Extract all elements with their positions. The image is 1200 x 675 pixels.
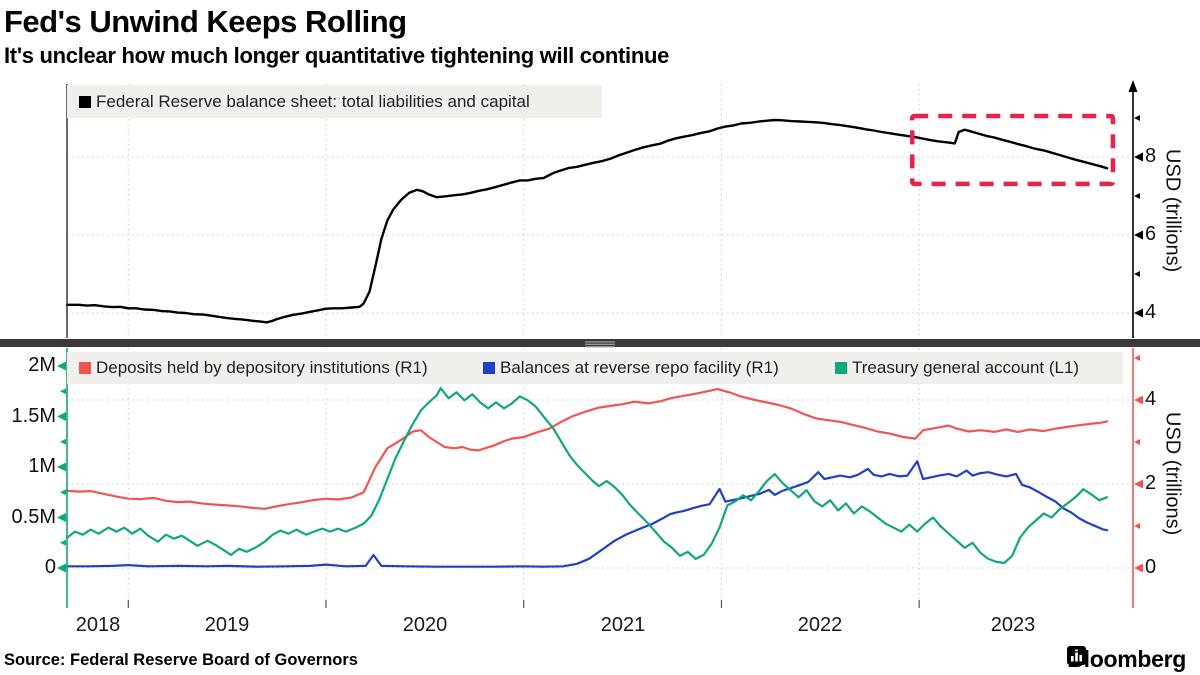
- axis-tick-label: 8: [1145, 145, 1157, 167]
- axis-tick-label: 2: [1145, 472, 1157, 494]
- axis-tick-label: 0.5M: [11, 505, 56, 528]
- qt-highlight-box: [909, 113, 1116, 187]
- legend-label: Treasury general account (L1): [852, 358, 1080, 377]
- axis-tick-label: 4: [1145, 301, 1157, 323]
- divider-grip-icon: [585, 341, 615, 343]
- axis-tick-label: 0: [44, 556, 56, 578]
- source-note: Source: Federal Reserve Board of Governo…: [4, 651, 358, 669]
- legend-swatch-icon: [835, 362, 847, 374]
- axis-tick-label: 0: [1145, 556, 1157, 578]
- legend-label: Deposits held by depository institutions…: [96, 358, 428, 377]
- axis-tick-label: 1M: [28, 455, 56, 477]
- series-line: [65, 388, 1109, 510]
- legend-item: Balances at reverse repo facility (R1): [483, 352, 779, 384]
- series-line: [65, 118, 1109, 324]
- axis-tick-label: 4: [1145, 388, 1157, 410]
- legend-label: Balances at reverse repo facility (R1): [500, 358, 779, 377]
- bloomberg-wordmark: Bloomberg: [1067, 646, 1186, 672]
- bloomberg-chart-icon: [1067, 646, 1087, 665]
- x-axis-year-label: 2020: [402, 614, 448, 636]
- legend-swatch-icon: [79, 95, 91, 108]
- legend-item: Treasury general account (L1): [835, 352, 1079, 384]
- divider-grip-icon: [585, 343, 615, 345]
- x-axis-year-label: 2019: [204, 614, 250, 636]
- legend-swatch-icon: [79, 362, 91, 374]
- axis-unit-top: USD (trillions): [1161, 149, 1184, 273]
- legend-label: Federal Reserve balance sheet: total lia…: [96, 91, 530, 111]
- series-line: [65, 460, 1109, 568]
- legend-item: Federal Reserve balance sheet: total lia…: [79, 85, 530, 118]
- axis-tick-label: 1.5M: [11, 404, 56, 427]
- divider-grip-icon: [585, 346, 615, 348]
- x-axis-year-label: 2023: [990, 614, 1036, 636]
- page-title: Fed's Unwind Keeps Rolling: [4, 4, 407, 39]
- x-axis-year-label: 2018: [75, 614, 121, 636]
- legend-liabilities: Deposits held by depository institutions…: [67, 352, 1123, 384]
- axis-arrow-icon: [1128, 80, 1138, 92]
- panel-divider: [0, 339, 1200, 347]
- legend-item: Deposits held by depository institutions…: [79, 352, 428, 384]
- x-axis-year-label: 2022: [797, 614, 843, 636]
- axis-unit-bottom: USD (trillions): [1161, 412, 1184, 536]
- page-subtitle: It's unclear how much longer quantitativ…: [4, 43, 670, 68]
- x-axis-year-label: 2021: [600, 614, 646, 636]
- bloomberg-brand: Bloomberg: [1067, 646, 1192, 673]
- legend-balance-sheet: Federal Reserve balance sheet: total lia…: [67, 85, 602, 118]
- legend-swatch-icon: [483, 362, 495, 374]
- axis-tick-label: 6: [1145, 223, 1157, 245]
- series-line: [65, 387, 1109, 565]
- axis-tick-label: 2M: [28, 354, 56, 376]
